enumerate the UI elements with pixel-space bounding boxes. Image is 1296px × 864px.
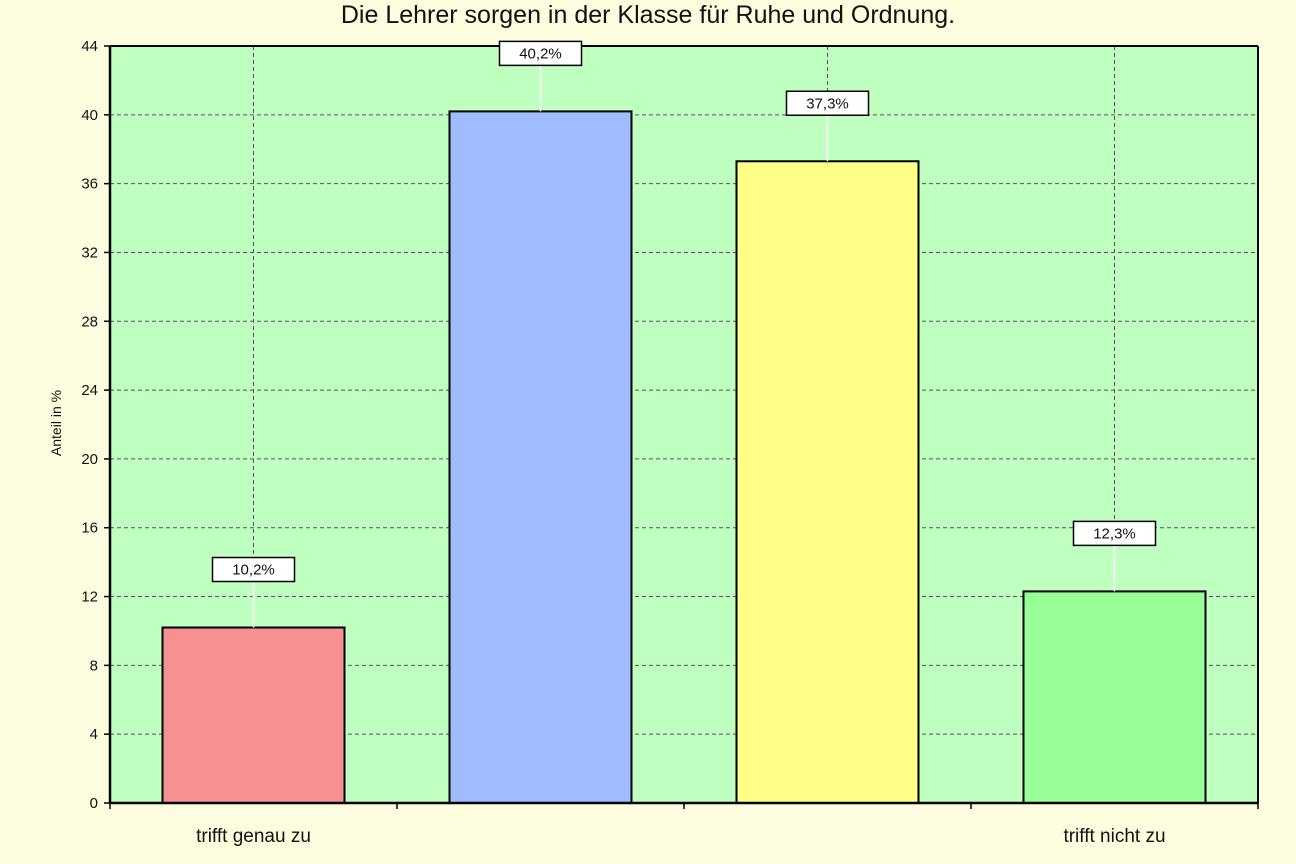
data-label-box: [498, 40, 583, 67]
bar: [448, 110, 633, 805]
y-tick-label: 36: [81, 176, 98, 193]
x-tick-label: trifft nicht zu: [1063, 826, 1165, 847]
data-label-box: [211, 556, 296, 583]
y-tick-label: 32: [81, 244, 98, 261]
data-label: 12,3%: [1093, 525, 1136, 542]
y-tick-label: 24: [81, 382, 98, 399]
data-label: 37,3%: [806, 95, 849, 112]
y-tick-label: 8: [90, 657, 98, 674]
bar: [735, 160, 920, 805]
y-tick-label: 12: [81, 589, 98, 606]
y-tick-label: 16: [81, 520, 98, 537]
y-tick-label: 28: [81, 313, 98, 330]
chart-title: Die Lehrer sorgen in der Klasse für Ruhe…: [340, 1, 956, 29]
y-tick-label: 20: [81, 451, 98, 468]
y-tick-label: 0: [90, 795, 98, 812]
data-label-box: [1072, 520, 1157, 547]
data-label: 10,2%: [232, 562, 275, 579]
y-tick-label: 40: [81, 107, 98, 124]
x-tick-label: trifft genau zu: [196, 826, 311, 847]
bar: [161, 626, 346, 804]
y-axis-label: Anteil in %: [48, 390, 64, 456]
bar: [1022, 590, 1207, 804]
data-label-box: [785, 90, 870, 117]
data-label: 40,2%: [519, 45, 562, 62]
y-tick-label: 44: [81, 38, 98, 55]
y-tick-label: 4: [90, 726, 98, 743]
